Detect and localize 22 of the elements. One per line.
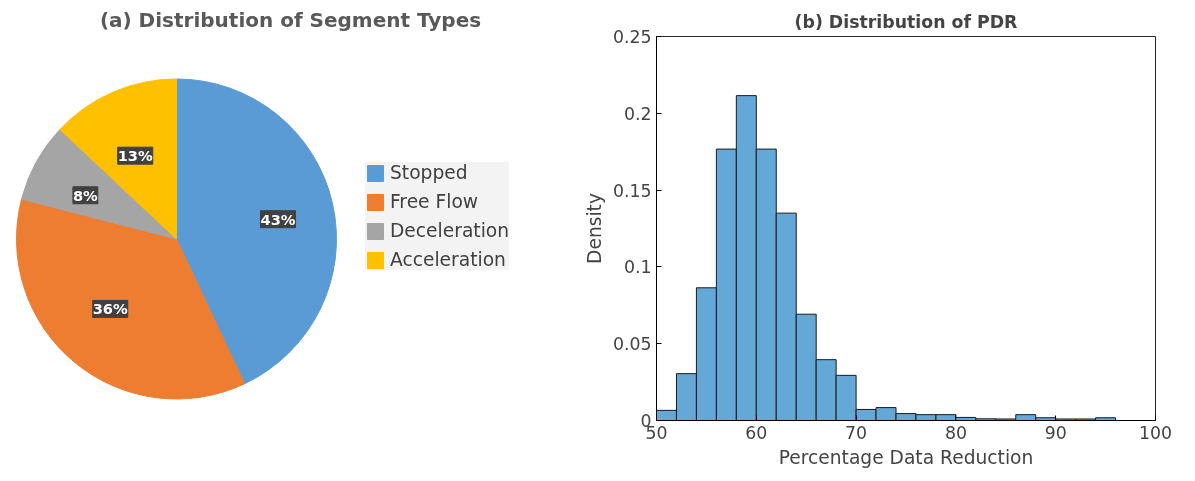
x-tick-label: 90 [1044, 422, 1067, 443]
data-label: 8% [72, 186, 99, 204]
data-label: 36% [92, 300, 129, 318]
legend-label: Free Flow [390, 191, 479, 212]
y-tick-label: 0.15 [612, 180, 652, 201]
data-label: 43% [260, 210, 296, 228]
legend-label: Acceleration [390, 249, 506, 270]
chart-title: (b) Distribution of PDR [794, 11, 1018, 32]
chart-title: (a) Distribution of Segment Types [99, 7, 482, 32]
legend-label: Stopped [390, 162, 468, 183]
y-tick-label: 0.25 [612, 27, 652, 47]
legend-label: Deceleration [390, 220, 510, 241]
x-tick-label: 70 [845, 422, 868, 443]
y-axis-title: Density [583, 193, 605, 264]
x-tick-label: 100 [1138, 422, 1173, 443]
y-tick-label: 0.05 [612, 334, 652, 355]
x-axis-title: Percentage Data Reduction [778, 446, 1034, 468]
y-tick-label: 0.1 [623, 257, 652, 278]
data-label: 13% [117, 147, 154, 165]
x-tick-label: 80 [944, 422, 967, 443]
y-tick-label: 0.2 [623, 103, 652, 124]
x-tick-label: 60 [745, 422, 768, 443]
